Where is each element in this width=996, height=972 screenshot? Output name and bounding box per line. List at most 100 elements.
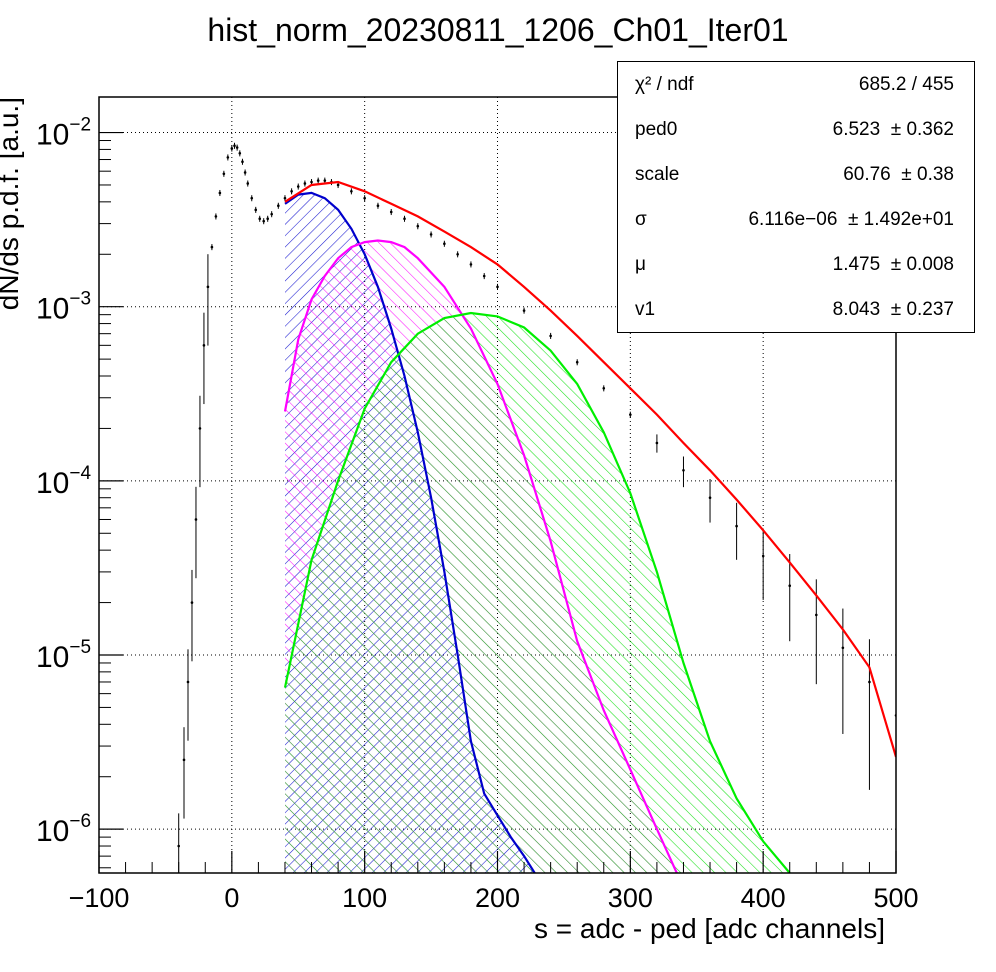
stat-value: 6.523 ± 0.362 — [832, 119, 954, 140]
data-point — [258, 217, 262, 221]
data-point — [815, 613, 818, 617]
data-point — [496, 285, 499, 289]
stat-name: ped0 — [635, 119, 678, 140]
data-point — [575, 360, 579, 364]
data-point — [303, 182, 307, 185]
data-point — [403, 217, 406, 221]
stat-value: 60.76 ± 0.38 — [843, 164, 954, 185]
data-point — [788, 584, 792, 587]
data-point — [254, 208, 258, 212]
component-fills — [285, 192, 790, 873]
data-point — [218, 191, 222, 195]
x-axis-label: s = adc - ped [adc channels] — [534, 913, 885, 944]
data-point — [310, 180, 313, 184]
axis-tick-labels: −100 0 100 200 300 400 500 10−2 10−3 10−4 10−5 10−6 — [36, 115, 919, 913]
x-tick-label: 0 — [224, 883, 239, 913]
stat-value: 685.2 / 455 — [858, 74, 954, 95]
data-point — [868, 680, 871, 684]
axis-ticks — [98, 131, 897, 873]
stat-name: v1 — [635, 299, 656, 320]
y-tick-label: 10−3 — [36, 289, 91, 326]
data-point — [186, 680, 190, 684]
stat-value: 6.116e−06 ± 1.492e+01 — [748, 209, 954, 230]
data-point — [190, 601, 194, 604]
y-tick-label: 10−5 — [36, 637, 91, 674]
data-point — [336, 183, 340, 187]
data-point — [682, 468, 685, 472]
chart-title: hist_norm_20230811_1206_Ch01_Iter01 — [207, 12, 789, 48]
stat-row-ped0: ped0 6.523 ± 0.362 — [618, 107, 974, 152]
stat-row-v1: v1 8.043 ± 0.237 — [618, 287, 974, 332]
data-point — [316, 179, 320, 182]
data-point — [549, 334, 552, 338]
component-3-curve — [283, 311, 791, 873]
data-point — [708, 496, 712, 500]
data-point — [416, 224, 420, 228]
data-point — [233, 144, 236, 148]
data-point — [735, 524, 738, 528]
x-tick-label: 400 — [741, 883, 786, 913]
data-point — [296, 185, 300, 188]
component-3-fill — [285, 313, 790, 873]
data-point — [214, 215, 218, 218]
data-point — [210, 245, 214, 249]
data-point — [198, 427, 202, 430]
data-point — [270, 212, 273, 216]
data-point — [243, 171, 247, 174]
data-point — [182, 758, 186, 762]
fit-stats-box: χ² / ndf 685.2 / 455 ped0 6.523 ± 0.362 … — [617, 61, 975, 333]
data-point — [238, 152, 242, 155]
data-point — [222, 172, 226, 176]
data-point — [266, 217, 269, 221]
data-point — [277, 204, 280, 208]
y-tick-label: 10−4 — [36, 463, 91, 500]
x-tick-label: −100 — [69, 883, 130, 913]
stat-row-mu: μ 1.475 ± 0.008 — [618, 242, 974, 287]
data-point — [443, 242, 446, 246]
data-point — [194, 518, 198, 521]
stat-name: scale — [635, 164, 680, 185]
data-point — [429, 233, 433, 236]
data-point — [655, 441, 659, 445]
data-point — [250, 196, 254, 200]
data-point — [376, 204, 380, 208]
series-lines — [177, 142, 896, 873]
data-point — [246, 182, 250, 185]
data-point — [482, 274, 486, 278]
data-point — [469, 263, 473, 266]
stat-row-sigma: σ 6.116e−06 ± 1.492e+01 — [618, 197, 974, 242]
data-point — [602, 386, 606, 390]
y-tick-label: 10−6 — [36, 811, 91, 848]
stat-row-chi2: χ² / ndf 685.2 / 455 — [618, 62, 974, 107]
data-point — [177, 844, 180, 848]
stat-row-scale: scale 60.76 ± 0.38 — [618, 152, 974, 197]
y-axis-label: dN/ds p.d.f. [a.u.] — [0, 97, 24, 310]
data-point — [323, 179, 327, 182]
data-point — [363, 196, 366, 200]
y-tick-label: 10−2 — [36, 115, 91, 152]
component-2-curve — [283, 239, 678, 873]
data-point — [290, 189, 293, 193]
data-point — [456, 252, 459, 256]
data-point — [522, 309, 526, 312]
stat-value: 8.043 ± 0.237 — [832, 299, 954, 320]
data-point — [206, 285, 210, 289]
stat-name: μ — [635, 254, 646, 275]
data-point — [241, 160, 244, 164]
x-tick-label: 300 — [608, 883, 653, 913]
data-point — [841, 646, 845, 650]
data-point — [350, 189, 353, 193]
data-point — [235, 146, 239, 149]
component-1-curve — [284, 191, 536, 873]
data-point — [629, 413, 632, 416]
stat-value: 1.475 ± 0.008 — [832, 254, 954, 275]
data-point — [283, 196, 287, 200]
data-point — [202, 344, 206, 347]
x-tick-label: 100 — [342, 883, 387, 913]
stat-name: σ — [635, 209, 647, 230]
data-point — [226, 156, 230, 159]
data-point — [230, 147, 234, 150]
x-tick-label: 200 — [475, 883, 520, 913]
data-point — [761, 554, 765, 558]
